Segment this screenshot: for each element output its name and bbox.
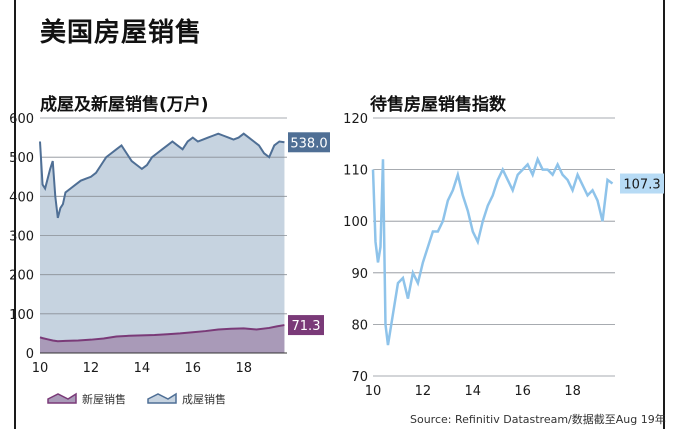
new-sales-area	[40, 325, 285, 353]
left-x-tick: 16	[185, 361, 202, 376]
left-x-tick: 10	[32, 361, 49, 376]
left-y-tick: 400	[9, 190, 34, 205]
right-x-tick: 16	[514, 384, 531, 399]
left-y-tick: 300	[9, 230, 34, 245]
right-chart-title: 待售房屋销售指数	[370, 95, 506, 115]
left-y-tick: 500	[9, 151, 34, 166]
legend-new-label: 新屋销售	[82, 392, 126, 406]
left-y-tick: 0	[26, 347, 34, 362]
legend-existing-label: 成屋销售	[182, 392, 226, 406]
legend-existing-swatch	[147, 392, 177, 404]
right-y-tick: 80	[351, 318, 368, 333]
right-border	[663, 0, 665, 429]
new-sales-line	[39, 324, 285, 343]
left-y-tick: 100	[9, 308, 34, 323]
left-x-tick: 14	[134, 361, 151, 376]
left-chart: 0 100 200 300 400 500 600 10 12 14 16 18 538.0 71.3	[9, 112, 330, 376]
pending-end-badge	[620, 173, 664, 194]
new-end-badge	[288, 315, 324, 336]
left-y-tick: 600	[9, 112, 34, 127]
existing-sales-area	[40, 133, 285, 353]
right-x-tick: 12	[415, 384, 432, 399]
right-y-tick: 110	[343, 164, 368, 179]
right-x-tick: 14	[465, 384, 482, 399]
right-x-tick: 18	[564, 384, 581, 399]
left-chart-title: 成屋及新屋销售(万户)	[40, 95, 209, 115]
new-end-label: 71.3	[292, 319, 321, 334]
pending-end-label: 107.3	[623, 178, 660, 193]
existing-end-label: 538.0	[290, 136, 327, 151]
right-y-tick: 90	[351, 267, 368, 282]
right-chart: 70 80 90 100 110 120 10 12 14 16 18 107.3	[343, 112, 664, 399]
source-note: Source: Refinitiv Datastream/数据截至Aug 19年	[410, 412, 666, 426]
left-border	[14, 0, 16, 429]
left-x-tick: 18	[235, 361, 252, 376]
existing-sales-line	[39, 132, 285, 219]
left-x-tick: 12	[83, 361, 100, 376]
left-y-tick: 200	[9, 269, 34, 284]
existing-end-badge	[288, 132, 330, 153]
right-y-tick: 70	[351, 370, 368, 385]
page-title: 美国房屋销售	[40, 18, 203, 48]
legend: 新屋销售 成屋销售	[47, 392, 226, 406]
right-y-tick: 100	[343, 215, 368, 230]
right-y-tick: 120	[343, 112, 368, 127]
legend-new-swatch	[47, 392, 77, 404]
right-x-tick: 10	[365, 384, 382, 399]
pending-index-line	[371, 155, 614, 346]
